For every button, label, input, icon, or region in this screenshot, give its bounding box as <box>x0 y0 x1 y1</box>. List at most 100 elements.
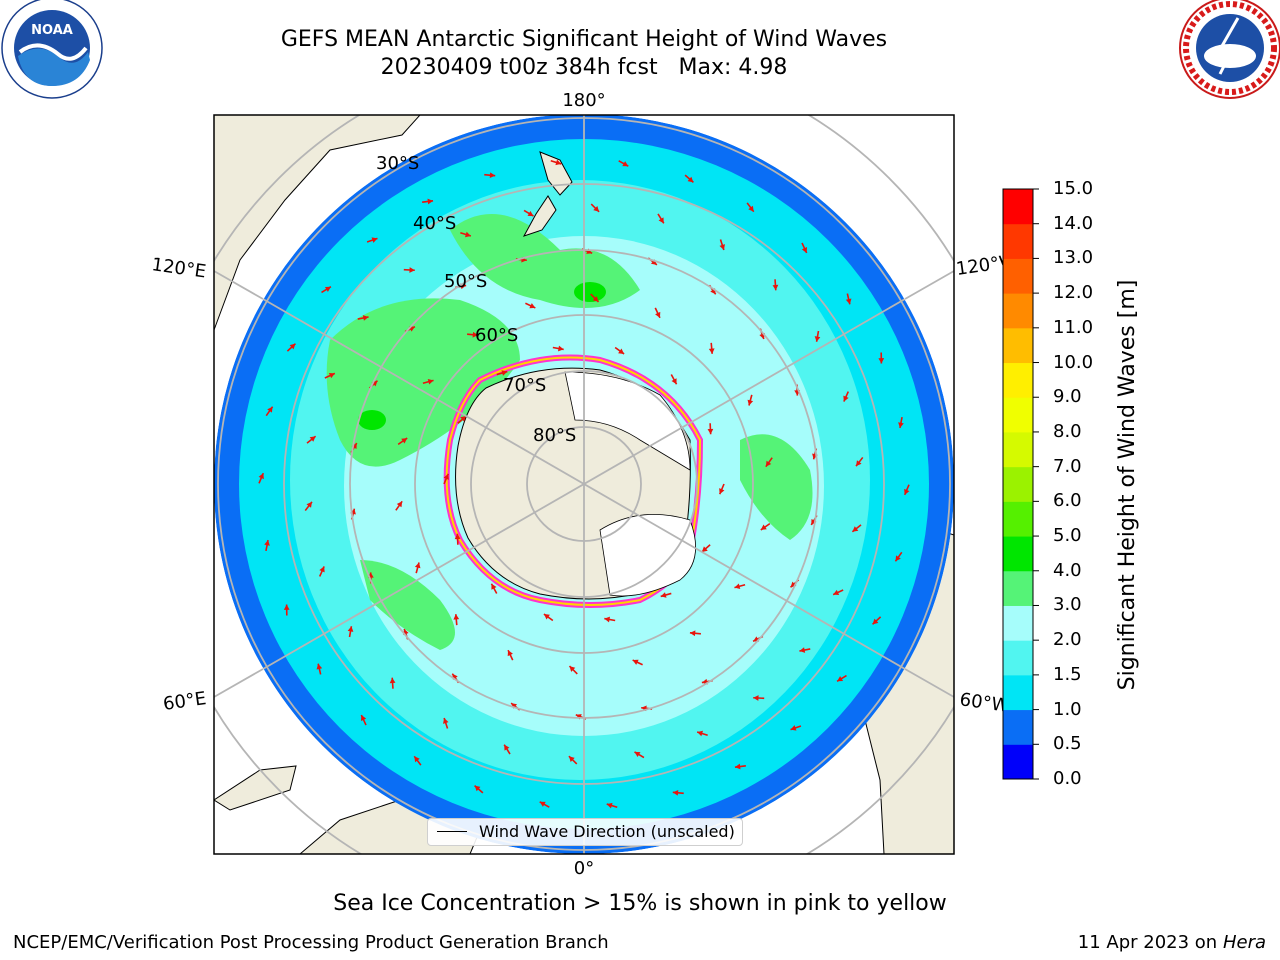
colorbar-tick-label: 2.0 <box>1053 629 1082 651</box>
wind-wave-arrow-head <box>527 210 534 217</box>
wind-wave-arrow-head <box>371 237 378 243</box>
wind-wave-arrow-head <box>618 348 625 354</box>
wind-wave-arrow-head <box>319 566 325 573</box>
colorbar-swatch <box>1003 640 1033 676</box>
colorbar-swatch <box>1003 605 1033 641</box>
wind-wave-arrow-head <box>414 756 420 763</box>
wind-wave-arrow-head <box>401 438 408 444</box>
wind-wave-arrow-head <box>258 473 264 480</box>
wind-wave-arrow-head <box>464 231 471 238</box>
footer-date-text: 11 Apr 2023 on <box>1077 932 1223 953</box>
colorbar-swatch <box>1003 501 1033 537</box>
wind-wave-arrow-head <box>701 546 708 553</box>
wind-wave-arrow-head <box>856 460 862 467</box>
colorbar-swatch <box>1003 258 1033 294</box>
nws-logo <box>1179 0 1280 99</box>
colorbar-swatch <box>1003 466 1033 502</box>
wind-wave-arrows <box>258 159 910 809</box>
wind-wave-arrow-head <box>396 501 403 508</box>
colorbar <box>1002 188 1039 780</box>
colorbar-tick-label: 1.5 <box>1053 663 1082 685</box>
wind-wave-arrow-head <box>328 372 335 379</box>
wind-wave-arrow-head <box>427 198 434 205</box>
colorbar-swatch <box>1003 293 1033 329</box>
lon-label-120e: 120°E <box>150 254 207 282</box>
wind-wave-arrow-head <box>472 331 479 338</box>
wind-wave-arrow-head <box>604 616 611 623</box>
noaa-logo-text: NOAA <box>31 23 73 38</box>
wind-wave-arrow-head <box>765 460 772 467</box>
wind-wave-arrow-head <box>622 161 629 167</box>
colorbar-swatch <box>1003 362 1033 398</box>
colorbar-tick-label: 5.0 <box>1053 525 1082 547</box>
wind-wave-arrow-head <box>586 248 593 254</box>
wind-wave-arrow-head <box>557 345 564 352</box>
colorbar-tick-label: 4.0 <box>1053 559 1082 581</box>
lat-label-40s: 40°S <box>413 213 456 234</box>
footer-date: 11 Apr 2023 on Hera <box>1078 932 1266 953</box>
wind-wave-arrow-head <box>760 524 767 530</box>
wind-wave-arrow-head <box>443 718 449 724</box>
wind-wave-arrow-head <box>772 284 779 291</box>
colorbar-frame <box>1002 188 1034 780</box>
wind-wave-arrow-head <box>507 650 513 657</box>
wind-wave-arrow-head <box>543 614 550 620</box>
colorbar-tick-label: 11.0 <box>1053 316 1094 338</box>
colorbar-swatch <box>1003 327 1033 364</box>
wind-wave-arrow-head <box>801 246 808 253</box>
lat-label-70s: 70°S <box>503 375 546 396</box>
wind-wave-arrow-head <box>453 614 460 620</box>
wind-wave-arrow-head <box>660 592 667 598</box>
wind-wave-arrow-head <box>707 428 714 435</box>
madagascar-land <box>214 765 297 811</box>
wind-wave-arrow-head <box>454 533 461 540</box>
colorbar-swatch <box>1003 744 1033 780</box>
wind-wave-arrow-head <box>539 801 546 807</box>
wind-wave-arrow-head <box>852 526 859 532</box>
wind-wave-arrow-head <box>697 730 704 737</box>
wind-wave-arrow-head <box>904 488 910 495</box>
wind-wave-arrow-head <box>306 501 312 508</box>
lat-label-60s: 60°S <box>475 325 518 346</box>
colorbar-swatch <box>1003 397 1033 433</box>
wind-wave-arrow-head <box>748 205 754 212</box>
wind-wave-arrow-head <box>414 562 421 569</box>
wind-wave-arrow-head <box>719 488 725 495</box>
wind-wave-arrow-head <box>734 583 741 590</box>
wind-wave-arrow-head <box>753 695 759 701</box>
wind-wave-arrow-head <box>650 259 657 265</box>
colorbar-tick-label: 14.0 <box>1053 212 1094 234</box>
wind-wave-arrow-head <box>708 348 715 354</box>
colorbar-swatch <box>1003 570 1033 606</box>
colorbar-swatch <box>1003 223 1033 259</box>
lon-label-0: 0° <box>574 858 594 879</box>
footer-branch: NCEP/EMC/Verification Post Processing Pr… <box>13 932 609 953</box>
legend-line-sample <box>437 831 467 832</box>
wind-wave-arrow-head <box>568 756 575 762</box>
wind-wave-arrow-head <box>575 714 582 720</box>
wind-wave-arrow-head <box>672 789 679 796</box>
wind-wave-arrow-head <box>689 630 696 637</box>
lon-label-60e: 60°E <box>162 688 208 715</box>
chart-title: GEFS MEAN Antarctic Significant Height o… <box>280 27 888 52</box>
wave-patch-southern-indian <box>360 560 455 650</box>
wind-wave-arrow-head <box>283 604 290 610</box>
wind-wave-arrow-head <box>389 677 396 684</box>
wind-wave-arrow-head <box>843 395 849 402</box>
lon-label-180: 180° <box>562 90 605 111</box>
wind-wave-arrow-head <box>309 436 316 442</box>
wind-wave-arrow-head <box>501 370 508 376</box>
wind-wave-arrow-head <box>593 206 600 212</box>
wind-wave-arrow-head <box>895 555 901 562</box>
colorbar-swatch <box>1003 536 1033 572</box>
map-legend: Wind Wave Direction (unscaled) <box>427 818 743 846</box>
wind-wave-arrow-head <box>362 315 369 321</box>
wind-wave-arrow-head <box>511 703 518 709</box>
colorbar-tick-label: 0.5 <box>1053 733 1082 755</box>
wind-wave-arrow-head <box>460 415 467 422</box>
lat-label-80s: 80°S <box>533 425 576 446</box>
wave-patch-atlantic <box>740 434 813 540</box>
wind-wave-arrow-head <box>443 473 449 480</box>
wind-wave-arrow-head <box>845 298 852 305</box>
